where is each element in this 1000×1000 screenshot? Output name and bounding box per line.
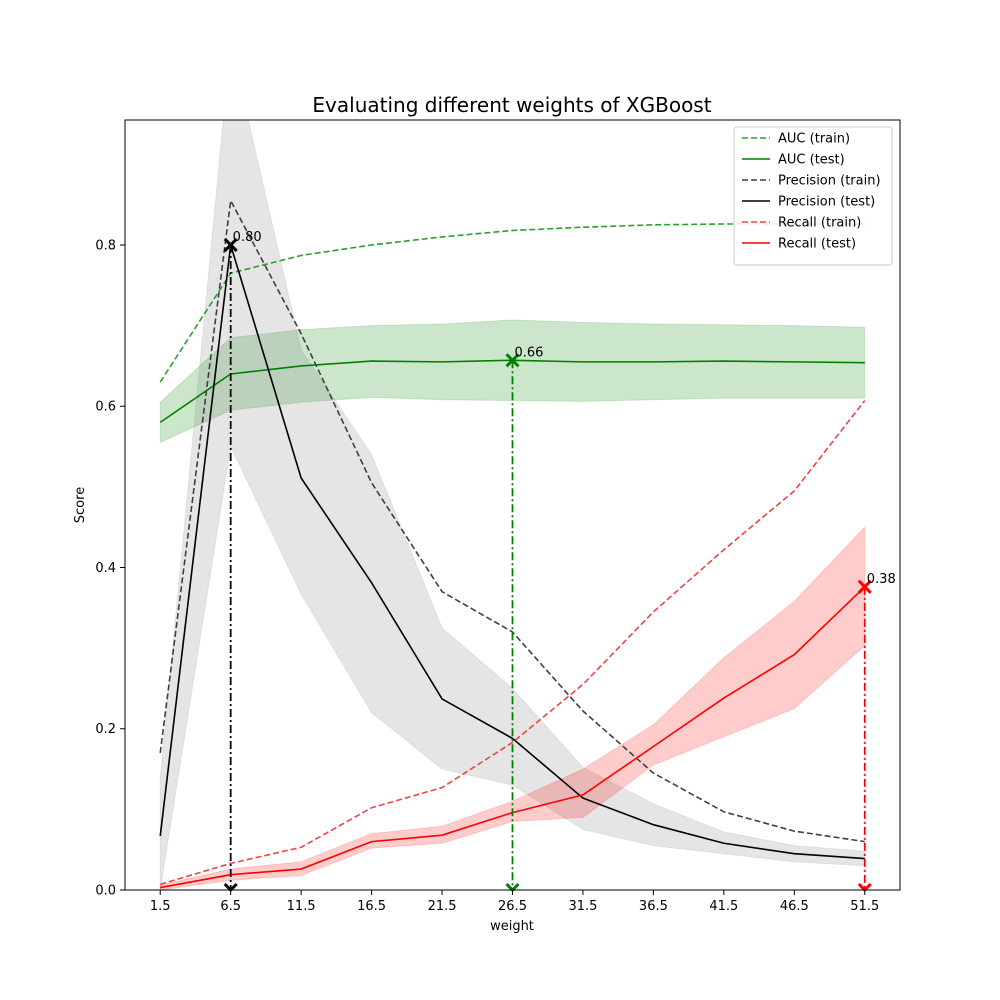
y-tick-label: 0.2 bbox=[95, 722, 116, 737]
legend-box bbox=[733, 126, 893, 266]
chart-title: Evaluating different weights of XGBoost bbox=[312, 93, 711, 117]
x-tick-label: 41.5 bbox=[709, 899, 738, 914]
best-label-recall-test: 0.38 bbox=[867, 572, 896, 587]
y-tick-label: 0.0 bbox=[95, 884, 116, 899]
x-tick-label: 51.5 bbox=[850, 899, 879, 914]
best-label-auc-test: 0.66 bbox=[515, 345, 544, 360]
legend-label-precision-test: Precision (test) bbox=[778, 195, 875, 210]
x-tick-label: 31.5 bbox=[568, 899, 597, 914]
x-axis: 1.5 6.5 11.5 16.5 21.5 26.5 31.5 36.5 41.5 46.5 51… bbox=[150, 890, 879, 914]
legend-label-recall-train: Recall (train) bbox=[778, 216, 861, 231]
legend-label-auc-test: AUC (test) bbox=[778, 153, 845, 168]
best-marker-stroke bbox=[223, 237, 238, 253]
line-precision-test bbox=[159, 244, 865, 860]
best-marker-auc-test bbox=[505, 353, 520, 368]
y-tick-label: 0.4 bbox=[95, 561, 116, 576]
x-tick-label: 26.5 bbox=[498, 899, 527, 914]
y-tick-label: 0.8 bbox=[95, 238, 116, 253]
best-marker-recall-test bbox=[857, 579, 872, 594]
x-tick-label: 16.5 bbox=[357, 899, 386, 914]
band-recall-test bbox=[159, 525, 866, 890]
x-tick-label: 1.5 bbox=[150, 899, 171, 914]
y-tick-label: 0.6 bbox=[95, 400, 116, 415]
best-marker-precision-test bbox=[223, 237, 238, 253]
legend-label-precision-train: Precision (train) bbox=[778, 174, 881, 189]
x-tick-label: 46.5 bbox=[780, 899, 809, 914]
y-axis: 0.0 0.2 0.4 0.6 0.8 bbox=[95, 238, 125, 899]
best-label-precision-test: 0.80 bbox=[233, 230, 262, 245]
x-tick-label: 21.5 bbox=[428, 899, 457, 914]
x-axis-label: weight bbox=[490, 919, 534, 934]
line-recall-train bbox=[159, 400, 866, 886]
legend: AUC (train) AUC (test) Precision (train) Pr… bbox=[733, 126, 893, 266]
x-tick-label: 11.5 bbox=[287, 899, 316, 914]
x-tick-label: 36.5 bbox=[639, 899, 668, 914]
x-tick-label: 6.5 bbox=[220, 899, 241, 914]
line-precision-train bbox=[159, 198, 865, 843]
best-marker-stroke bbox=[505, 353, 520, 368]
legend-label-auc-train: AUC (train) bbox=[778, 132, 850, 147]
legend-label-recall-test: Recall (test) bbox=[778, 237, 856, 252]
y-axis-label: Score bbox=[73, 487, 88, 523]
best-marker-stroke bbox=[857, 579, 872, 594]
